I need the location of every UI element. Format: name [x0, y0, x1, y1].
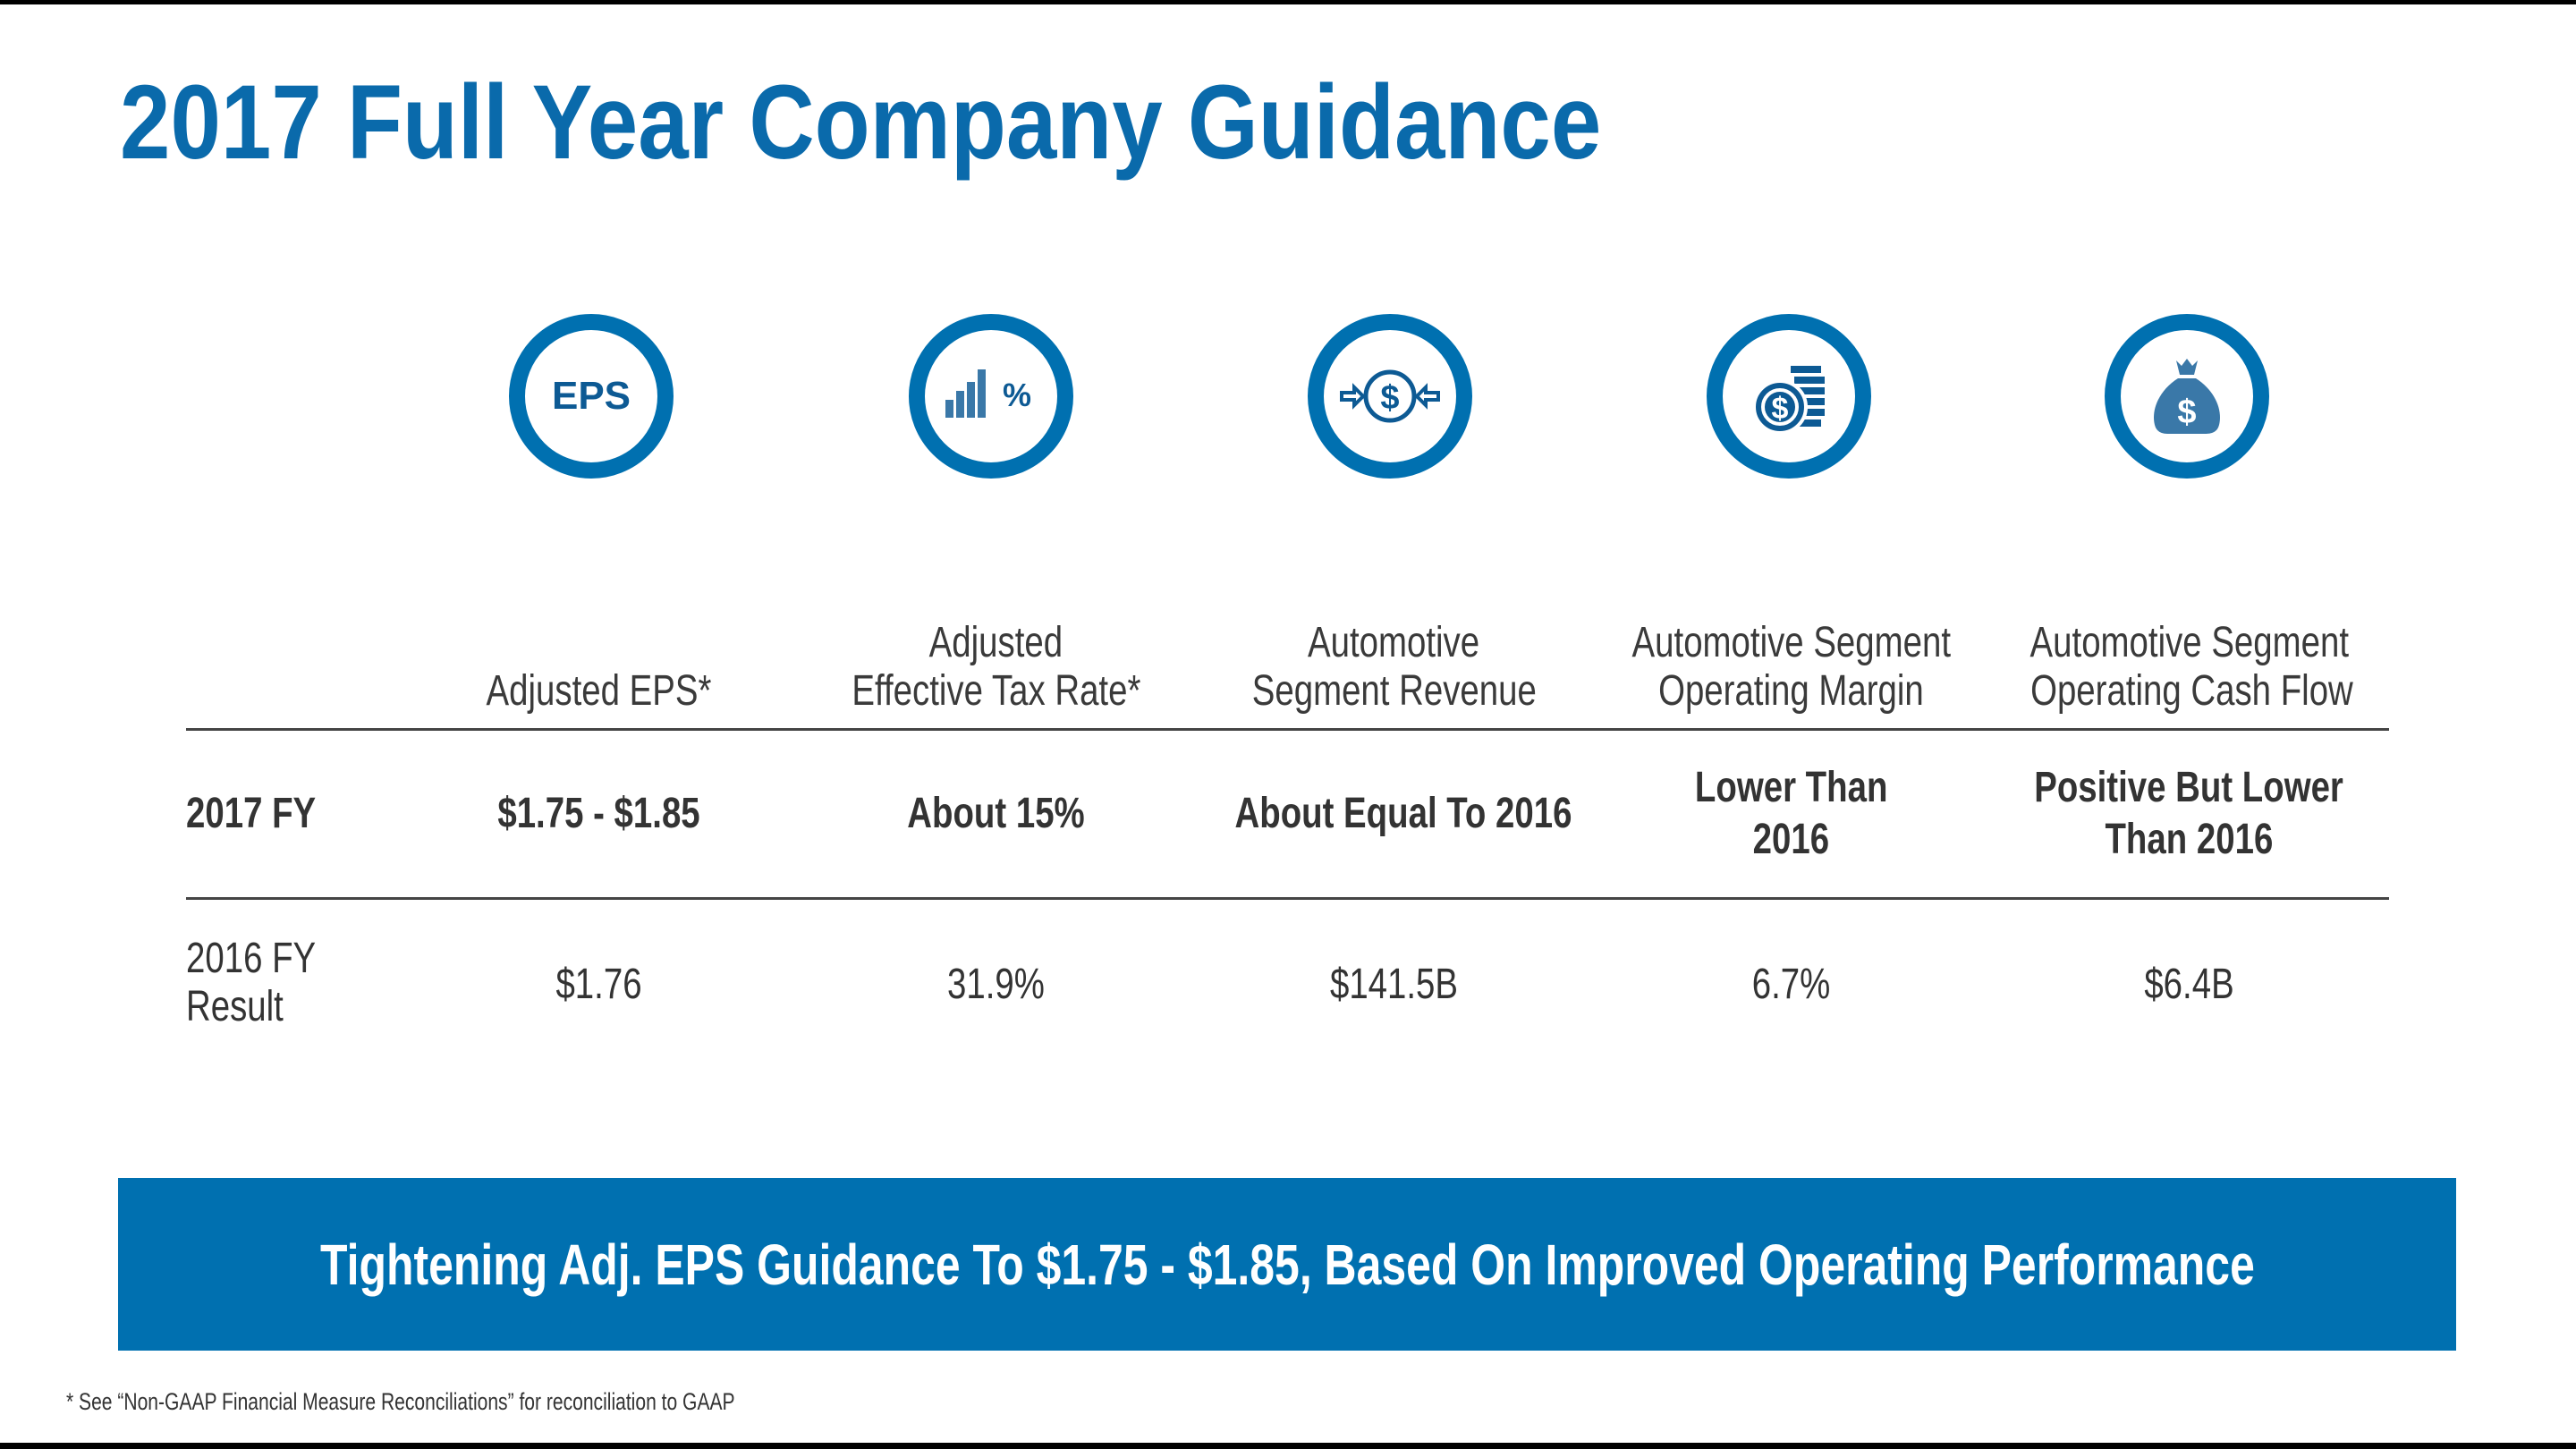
- value-2017-margin: Lower Than 2016: [1694, 764, 1888, 863]
- header-adjusted-eps: Adjusted EPS*: [486, 667, 712, 715]
- svg-text:$: $: [2177, 394, 2196, 431]
- guidance-banner: Tightening Adj. EPS Guidance To $1.75 - …: [118, 1178, 2456, 1351]
- value-2017-revenue: About Equal To 2016: [1234, 790, 1572, 837]
- value-2017-tax-rate: About 15%: [907, 790, 1085, 837]
- page-title: 2017 Full Year Company Guidance: [120, 64, 1602, 182]
- header-divider: [186, 728, 2389, 731]
- row-label-2017: 2017 FY: [186, 790, 317, 837]
- value-2016-tax-rate: 31.9%: [947, 960, 1045, 1008]
- bottom-border: [0, 1443, 2576, 1449]
- money-bag-icon: $: [2105, 314, 2269, 479]
- header-operating-margin: Automotive Segment Operating Margin: [1631, 619, 1952, 715]
- header-tax-rate: Adjusted Effective Tax Rate*: [851, 619, 1141, 715]
- value-2017-cash-flow: Positive But Lower Than 2016: [2034, 764, 2344, 863]
- coin-stack-icon: $: [1707, 314, 1871, 479]
- svg-text:$: $: [1380, 379, 1399, 417]
- value-2016-margin: 6.7%: [1751, 960, 1831, 1008]
- value-2016-revenue: $141.5B: [1329, 960, 1459, 1008]
- value-2017-eps: $1.75 - $1.85: [497, 790, 700, 837]
- header-cash-flow: Automotive Segment Operating Cash Flow: [2029, 619, 2353, 715]
- top-border: [0, 0, 2576, 4]
- svg-text:%: %: [1003, 377, 1031, 413]
- header-revenue: Automotive Segment Revenue: [1251, 619, 1537, 715]
- row-label-2016: 2016 FY Result: [186, 935, 317, 1030]
- svg-text:$: $: [1772, 392, 1789, 426]
- eps-icon: EPS: [509, 314, 674, 479]
- dollar-arrows-icon: $: [1308, 314, 1472, 479]
- row-divider: [186, 897, 2389, 900]
- bar-chart-percent-icon: %: [909, 314, 1073, 479]
- footnote: * See “Non-GAAP Financial Measure Reconc…: [66, 1388, 735, 1415]
- value-2016-eps: $1.76: [555, 960, 642, 1008]
- svg-text:EPS: EPS: [552, 374, 631, 418]
- value-2016-cash-flow: $6.4B: [2144, 960, 2234, 1008]
